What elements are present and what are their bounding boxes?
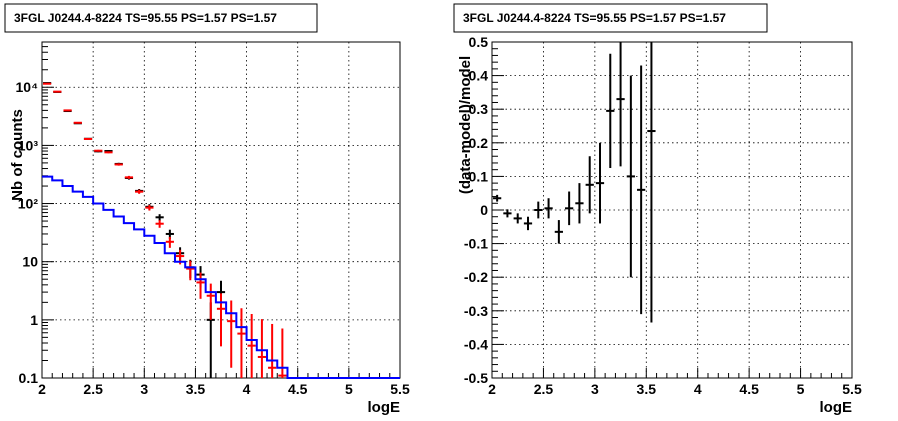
- residual-y-tick-label: -0.3: [464, 303, 488, 319]
- residual-y-tick-label: 0.4: [469, 68, 489, 84]
- residual-y-tick-label: -0.5: [464, 370, 488, 386]
- counts-y-tick-label: 10²: [18, 196, 39, 212]
- counts-y-tick-label: 1: [30, 312, 38, 328]
- counts-x-tick-label: 5.5: [390, 381, 410, 397]
- residual-title-box: [453, 3, 768, 33]
- counts-y-tick-label: 10³: [18, 137, 39, 153]
- residual-x-tick-label: 2: [488, 381, 496, 397]
- counts-x-tick-label: 3: [140, 381, 148, 397]
- residual-y-tick-label: -0.4: [464, 336, 488, 352]
- residual-y-axis-label: (data-model)/model: [457, 56, 474, 194]
- residual-x-tick-label: 5.5: [842, 381, 862, 397]
- residual-y-tick-label: -0.1: [464, 236, 488, 252]
- residual-title: 3FGL J0244.4-8224 TS=95.55 PS=1.57 PS=1.…: [463, 11, 726, 25]
- residual-x-tick-label: 2.5: [534, 381, 554, 397]
- residual-x-tick-label: 3: [591, 381, 599, 397]
- residual-y-tick-label: 0.1: [469, 168, 489, 184]
- residual-x-tick-label: 4: [694, 381, 702, 397]
- residual-x-axis-label: logE: [820, 399, 853, 416]
- counts-title-box: [4, 3, 318, 33]
- counts-panel: 3FGL J0244.4-8224 TS=95.55 PS=1.57 PS=1.…: [4, 3, 410, 416]
- counts-title: 3FGL J0244.4-8224 TS=95.55 PS=1.57 PS=1.…: [14, 11, 277, 25]
- counts-y-tick-label: 10: [22, 254, 38, 270]
- counts-y-tick-label: 10⁴: [16, 79, 39, 95]
- residual-y-tick-label: 0.5: [469, 34, 489, 50]
- counts-x-tick-label: 4.5: [288, 381, 308, 397]
- residual-x-tick-label: 3.5: [637, 381, 657, 397]
- counts-x-tick-label: 5: [345, 381, 353, 397]
- residual-x-tick-label: 5: [797, 381, 805, 397]
- counts-x-tick-label: 3.5: [186, 381, 206, 397]
- residual-y-tick-label: 0.3: [469, 101, 489, 117]
- residual-y-tick-label: 0: [480, 202, 488, 218]
- residual-panel: 3FGL J0244.4-8224 TS=95.55 PS=1.57 PS=1.…: [453, 3, 862, 416]
- counts-model-step-line: [42, 175, 400, 379]
- counts-y-tick-label: 0.1: [19, 370, 39, 386]
- residual-x-tick-label: 4.5: [739, 381, 759, 397]
- residual-y-tick-label: -0.2: [464, 269, 488, 285]
- residual-y-tick-label: 0.2: [469, 135, 489, 151]
- counts-plot-frame: [41, 41, 401, 379]
- counts-x-tick-label: 2: [38, 381, 46, 397]
- counts-x-tick-label: 4: [243, 381, 251, 397]
- counts-y-axis-label: Nb of counts: [9, 109, 26, 201]
- counts-x-tick-label: 2.5: [83, 381, 103, 397]
- counts-x-axis-label: logE: [368, 399, 401, 416]
